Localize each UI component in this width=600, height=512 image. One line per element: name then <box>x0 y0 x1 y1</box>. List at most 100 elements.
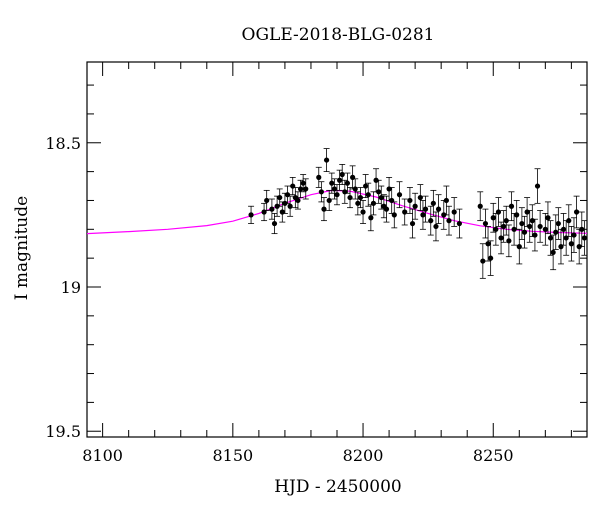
point-marker <box>503 218 509 224</box>
data-point <box>573 195 580 229</box>
data-point <box>360 200 367 224</box>
data-point <box>427 205 434 236</box>
data-point <box>555 207 562 240</box>
point-marker <box>300 180 306 186</box>
data-point <box>456 208 463 239</box>
plot-border <box>86 61 588 438</box>
data-point <box>328 172 335 194</box>
x-tick-label: 8250 <box>473 446 514 465</box>
data-point <box>323 148 330 173</box>
point-marker <box>383 206 390 212</box>
point-marker <box>402 209 408 215</box>
data-point <box>534 168 541 204</box>
data-point <box>263 189 270 211</box>
data-point <box>542 213 549 246</box>
data-point <box>513 200 520 230</box>
data-point <box>417 184 424 211</box>
point-marker <box>514 212 520 218</box>
point-marker <box>501 223 507 230</box>
point-marker <box>352 186 358 192</box>
data-point <box>297 179 304 198</box>
point-marker <box>428 218 434 224</box>
point-marker <box>331 186 337 192</box>
point-marker <box>355 200 361 206</box>
point-marker <box>534 183 541 189</box>
data-point <box>375 179 382 204</box>
data-point <box>354 191 361 216</box>
point-marker <box>323 157 330 163</box>
data-point <box>339 164 346 185</box>
point-marker <box>519 220 525 227</box>
tick-labels: 8100 8150 8200 8250 18.5 19 19.5 <box>45 134 513 465</box>
data-point <box>292 187 299 209</box>
y-tick-label: 19 <box>61 278 81 297</box>
data-point <box>276 188 283 207</box>
data-point <box>544 201 551 235</box>
data-point <box>477 191 484 222</box>
data-point <box>565 204 572 237</box>
axis-ticks <box>87 62 587 437</box>
data-point <box>318 181 325 203</box>
point-marker <box>430 200 436 206</box>
point-marker <box>508 203 515 209</box>
data-point <box>367 204 374 232</box>
data-point <box>378 185 385 210</box>
point-marker <box>334 192 340 198</box>
data-point <box>396 181 403 209</box>
point-marker <box>532 232 538 238</box>
point-marker <box>485 241 491 247</box>
data-point <box>406 187 413 214</box>
point-marker <box>417 194 423 201</box>
data-point <box>432 211 439 242</box>
data-point <box>430 189 437 217</box>
data-point <box>401 198 408 226</box>
data-point <box>287 195 294 217</box>
point-marker <box>553 229 559 235</box>
point-marker <box>376 189 382 195</box>
point-marker <box>318 189 324 195</box>
point-marker <box>555 220 561 227</box>
point-marker <box>264 197 270 204</box>
point-marker <box>571 232 577 238</box>
data-point <box>516 228 523 265</box>
point-marker <box>451 209 457 215</box>
point-marker <box>297 186 304 192</box>
point-marker <box>344 180 351 186</box>
y-axis-label: I magnitude <box>12 196 32 300</box>
point-marker <box>339 171 345 178</box>
data-point <box>550 234 557 271</box>
data-point <box>500 210 507 243</box>
point-marker <box>495 209 502 215</box>
point-marker <box>568 241 574 247</box>
data-point <box>347 187 354 209</box>
point-marker <box>433 223 439 230</box>
data-point <box>490 202 497 233</box>
point-marker <box>370 200 377 206</box>
point-marker <box>407 197 413 204</box>
data-point <box>547 220 554 256</box>
chart-title: OGLE-2018-BLG-0281 <box>242 25 435 45</box>
data-point <box>268 198 275 220</box>
point-marker <box>326 197 332 204</box>
data-point <box>370 191 377 216</box>
point-marker <box>480 258 486 264</box>
point-marker <box>527 223 533 230</box>
data-point <box>518 207 525 240</box>
point-marker <box>347 194 353 201</box>
data-point <box>498 221 505 255</box>
point-marker <box>545 215 551 221</box>
data-point <box>386 176 393 201</box>
data-point <box>445 205 452 236</box>
data-point <box>344 172 351 194</box>
data-point <box>557 228 564 265</box>
data-point <box>443 185 450 216</box>
point-marker <box>271 220 278 227</box>
point-marker <box>456 220 462 227</box>
point-marker <box>498 235 504 241</box>
data-point <box>336 169 343 191</box>
data-point <box>531 218 538 252</box>
point-marker <box>488 255 494 261</box>
point-marker <box>516 244 522 250</box>
data-point <box>357 187 364 209</box>
data-point <box>349 165 356 190</box>
